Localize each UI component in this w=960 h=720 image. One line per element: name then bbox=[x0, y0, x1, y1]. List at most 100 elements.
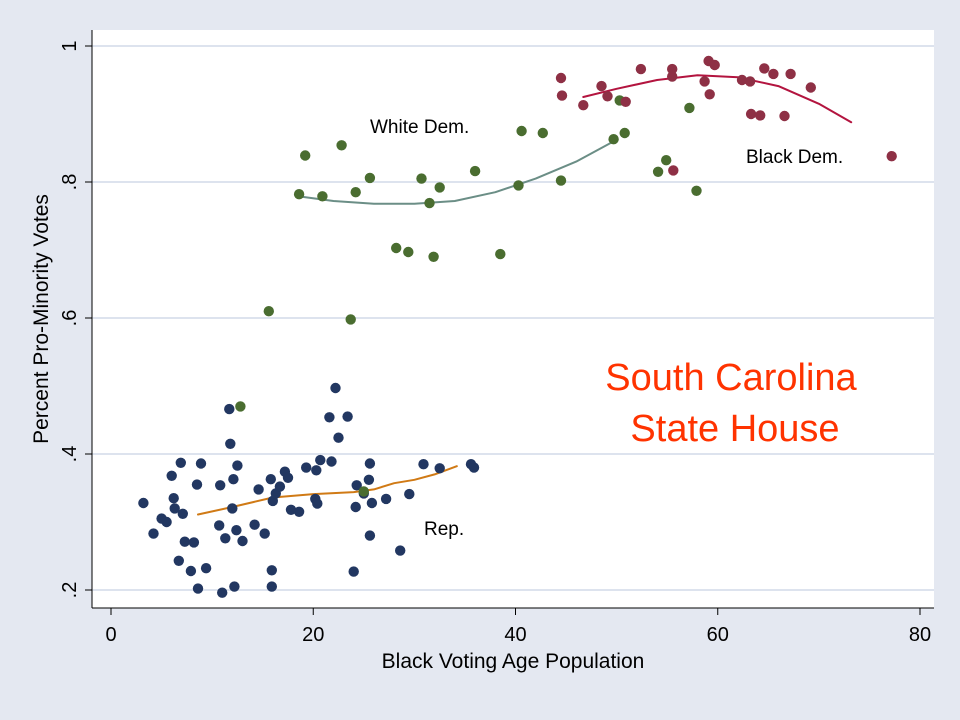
rep-label: Rep. bbox=[424, 519, 464, 540]
rep-point bbox=[395, 545, 406, 556]
rep-point bbox=[195, 458, 207, 469]
white-dem-point bbox=[428, 251, 439, 262]
white-dem-label: White Dem. bbox=[370, 117, 469, 138]
rep-point bbox=[330, 382, 341, 394]
white-dem-point bbox=[652, 166, 664, 177]
rep-point bbox=[366, 497, 378, 509]
white-dem-point bbox=[516, 125, 527, 137]
rep-point bbox=[224, 403, 235, 415]
y-tick-label: 1 bbox=[59, 40, 81, 51]
black-dem-point bbox=[805, 82, 816, 93]
rep-point bbox=[185, 565, 197, 577]
rep-point bbox=[312, 498, 323, 509]
black-dem-point bbox=[555, 72, 567, 84]
y-tick-label: .6 bbox=[59, 310, 81, 327]
rep-point bbox=[229, 581, 240, 592]
white-dem-point bbox=[661, 155, 672, 166]
rep-point bbox=[311, 465, 322, 476]
rep-point bbox=[342, 411, 353, 422]
white-dem-point bbox=[317, 191, 328, 202]
rep-point bbox=[348, 566, 359, 577]
rep-point bbox=[324, 412, 335, 423]
white-dem-point bbox=[336, 140, 347, 151]
rep-point bbox=[169, 503, 180, 514]
white-dem-point bbox=[403, 246, 414, 258]
data-points bbox=[138, 55, 897, 598]
x-tick-label: 40 bbox=[504, 624, 526, 646]
rep-point bbox=[266, 581, 277, 592]
black-dem-point bbox=[667, 63, 678, 75]
white-dem-point bbox=[293, 189, 305, 200]
rep-point bbox=[214, 520, 225, 531]
black-dem-point bbox=[709, 59, 720, 71]
white-dem-point bbox=[263, 306, 274, 317]
x-tick-label: 0 bbox=[105, 624, 116, 646]
black-dem-point bbox=[699, 76, 710, 87]
black-dem-point bbox=[635, 63, 647, 75]
x-tick-label: 20 bbox=[302, 624, 324, 646]
rep-point bbox=[179, 536, 190, 547]
rep-point bbox=[404, 488, 415, 500]
rep-point bbox=[285, 504, 297, 515]
black-dem-point bbox=[886, 151, 897, 162]
white-dem-point bbox=[235, 401, 246, 412]
y-tick-label: .8 bbox=[59, 174, 81, 191]
rep-point bbox=[274, 481, 286, 492]
rep-point bbox=[364, 458, 376, 469]
rep-point bbox=[326, 456, 337, 467]
rep-point bbox=[192, 583, 204, 594]
y-tick-label: .2 bbox=[59, 582, 81, 599]
rep-point bbox=[220, 533, 231, 544]
rep-point bbox=[315, 454, 326, 466]
black-dem-point bbox=[620, 96, 631, 108]
x-axis-title: Black Voting Age Population bbox=[382, 650, 645, 673]
white-dem-point bbox=[469, 165, 481, 177]
white-dem-point bbox=[350, 187, 361, 198]
axes: .2 .4 .6 .8 1 0 20 40 60 80 bbox=[59, 30, 934, 646]
rep-point bbox=[188, 537, 200, 548]
white-dem-point bbox=[364, 172, 376, 184]
rep-point bbox=[468, 462, 480, 473]
white-dem-point bbox=[434, 182, 445, 193]
white-dem-point bbox=[513, 180, 524, 191]
black-dem-point bbox=[602, 91, 613, 102]
white-dem-fit-line bbox=[297, 138, 618, 205]
black-dem-point bbox=[578, 100, 589, 111]
rep-point bbox=[231, 525, 242, 536]
rep-point bbox=[175, 457, 186, 468]
black-dem-point bbox=[744, 76, 756, 87]
black-dem-point bbox=[704, 89, 715, 100]
white-dem-point bbox=[345, 314, 356, 325]
y-axis-title: Percent Pro-Minority Votes bbox=[30, 194, 53, 444]
black-dem-point bbox=[785, 68, 796, 80]
black-dem-point bbox=[667, 71, 678, 82]
white-dem-point bbox=[416, 173, 427, 184]
black-dem-point bbox=[556, 90, 568, 101]
rep-point bbox=[282, 472, 294, 483]
rep-point bbox=[168, 493, 179, 504]
rep-point bbox=[418, 459, 429, 470]
rep-point bbox=[333, 432, 344, 443]
rep-point bbox=[217, 587, 228, 598]
rep-point bbox=[249, 519, 260, 530]
black-dem-point bbox=[768, 68, 779, 80]
black-dem-point bbox=[596, 80, 607, 92]
x-tick-label: 60 bbox=[707, 624, 729, 646]
black-dem-point bbox=[736, 74, 748, 86]
rep-point bbox=[215, 480, 226, 491]
rep-point bbox=[177, 508, 188, 519]
chart-title-line-1: South Carolina bbox=[605, 357, 857, 399]
black-dem-point bbox=[759, 63, 770, 74]
white-dem-point bbox=[495, 248, 506, 260]
white-dem-point bbox=[424, 197, 435, 209]
white-dem-point bbox=[691, 185, 702, 196]
rep-point bbox=[161, 516, 172, 528]
rep-point bbox=[253, 484, 264, 495]
white-dem-point bbox=[619, 127, 630, 139]
rep-point bbox=[228, 474, 239, 485]
rep-point bbox=[191, 479, 203, 490]
rep-point bbox=[350, 501, 361, 513]
black-dem-fit-line bbox=[582, 74, 853, 124]
black-dem-point bbox=[755, 110, 766, 121]
